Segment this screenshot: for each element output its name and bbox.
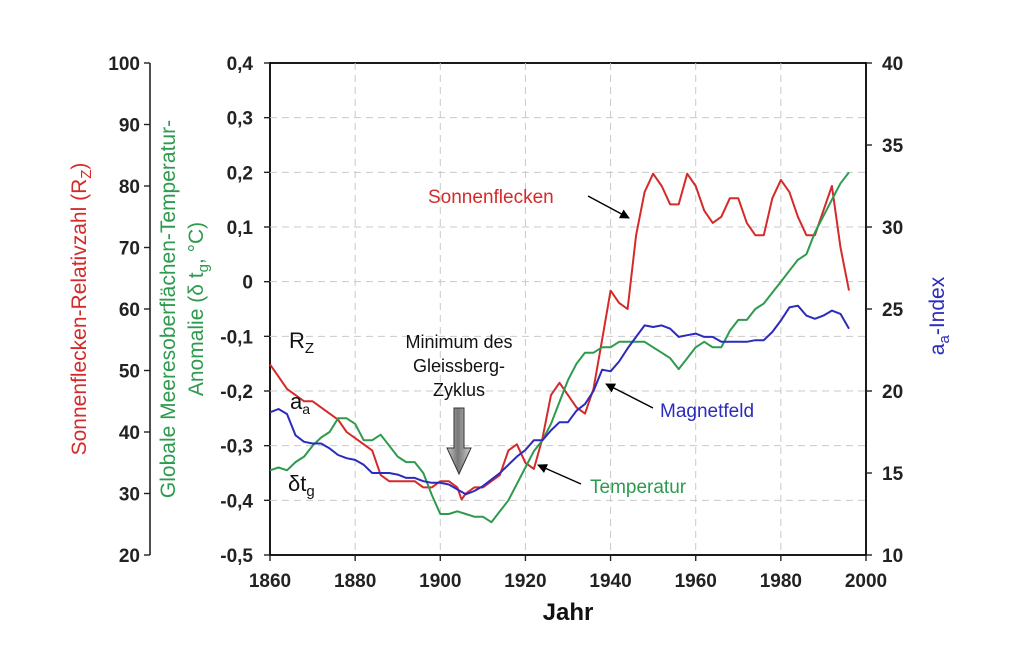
sunspot-tick-label: 90	[119, 116, 140, 137]
rz-series-label: RZ	[289, 328, 314, 357]
temperatur-annotation: Temperatur	[590, 477, 687, 498]
plot-frame	[269, 62, 867, 556]
aa-index-axis: 10 15 20 25 30 35 40	[866, 54, 904, 567]
x-axis-title: Jahr	[543, 599, 594, 626]
temperature-tick-label: -0,1	[220, 327, 253, 348]
aa-tick-label: 20	[882, 382, 903, 403]
minimum-annotation-line2: Gleissberg-	[413, 356, 505, 376]
series-magnetfeld-line	[269, 304, 850, 496]
aa-tick-label: 35	[882, 136, 904, 157]
aa-tick-label: 25	[882, 300, 904, 321]
temperature-tick-label: 0,3	[227, 109, 253, 130]
x-tick-label: 1920	[504, 571, 546, 592]
sunspot-tick-label: 60	[119, 300, 140, 321]
temperature-tick-label: -0,5	[220, 546, 253, 567]
temperature-tick-label: -0,4	[220, 491, 253, 512]
series-sonnenflecken-line	[269, 172, 850, 501]
temperature-axis-title-line1: Globale Meeresoberflächen-Temperatur-	[157, 120, 180, 498]
aa-tick-label: 30	[882, 218, 903, 239]
minimum-annotation-line3: Zyklus	[433, 380, 485, 400]
series-group	[269, 171, 850, 524]
sunspot-tick-label: 100	[108, 54, 140, 75]
sunspot-annotation: Sonnenflecken	[428, 187, 554, 208]
temperature-tick-label: -0,3	[220, 437, 253, 458]
x-tick-label: 1860	[249, 571, 291, 592]
x-axis: 1860 1880 1900 1920 1940 1960 1980 2000	[249, 555, 887, 592]
minimum-annotation-line1: Minimum des	[405, 332, 512, 352]
sunspot-axis: 20 30 40 50 60 70 80 90 100	[108, 54, 150, 567]
sunspot-tick-label: 20	[119, 546, 140, 567]
aa-tick-label: 15	[882, 464, 904, 485]
aa-series-label: aa	[290, 389, 310, 417]
x-tick-label: 2000	[845, 571, 887, 592]
x-tick-label: 1900	[419, 571, 461, 592]
temperature-tick-label: -0,2	[220, 382, 253, 403]
sunspot-tick-label: 70	[119, 239, 140, 260]
sunspot-annotation-arrow	[587, 195, 630, 219]
x-tick-label: 1880	[334, 571, 376, 592]
temperature-axis-title-line2: Anomalie (δ tg, °C)	[185, 222, 212, 396]
temperature-tick-label: 0,2	[227, 163, 253, 184]
dtg-series-label: δtg	[288, 471, 315, 500]
sunspot-tick-label: 40	[119, 423, 140, 444]
aa-axis-title: aa-Index	[926, 276, 953, 355]
series-temperatur-line	[269, 171, 850, 524]
temperatur-annotation-arrow	[537, 464, 582, 485]
temperature-axis: -0,5 -0,4 -0,3 -0,2 -0,1 0 0,1 0,2 0,3 0,4	[220, 54, 270, 567]
aa-tick-label: 10	[882, 546, 903, 567]
minimum-arrow-icon	[446, 407, 472, 476]
magnetfeld-annotation-arrow	[605, 383, 654, 409]
grid	[270, 63, 866, 555]
temperature-tick-label: 0,4	[227, 54, 254, 75]
sunspot-axis-title: Sonnenflecken-Relativzahl (RZ)	[68, 163, 95, 456]
x-tick-label: 1960	[675, 571, 717, 592]
x-tick-label: 1980	[760, 571, 802, 592]
sunspot-tick-label: 80	[119, 177, 140, 198]
aa-tick-label: 40	[882, 54, 903, 75]
sunspot-tick-label: 30	[119, 485, 140, 506]
sunspot-tick-label: 50	[119, 362, 140, 383]
magnetfeld-annotation: Magnetfeld	[660, 401, 754, 422]
x-tick-label: 1940	[589, 571, 631, 592]
temperature-tick-label: 0	[242, 273, 253, 294]
temperature-tick-label: 0,1	[227, 218, 254, 239]
